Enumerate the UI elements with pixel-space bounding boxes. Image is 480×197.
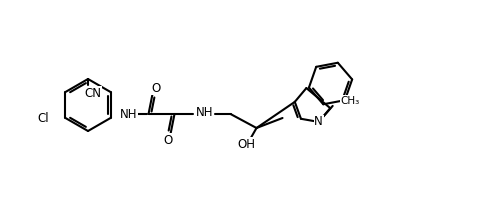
Text: CN: CN	[84, 86, 101, 99]
Text: Cl: Cl	[38, 112, 49, 125]
Text: CH₃: CH₃	[341, 96, 360, 106]
Text: OH: OH	[238, 138, 255, 151]
Text: NH: NH	[120, 108, 137, 121]
Text: O: O	[163, 134, 172, 147]
Text: O: O	[151, 82, 160, 95]
Text: NH: NH	[196, 106, 213, 119]
Text: N: N	[314, 115, 323, 128]
